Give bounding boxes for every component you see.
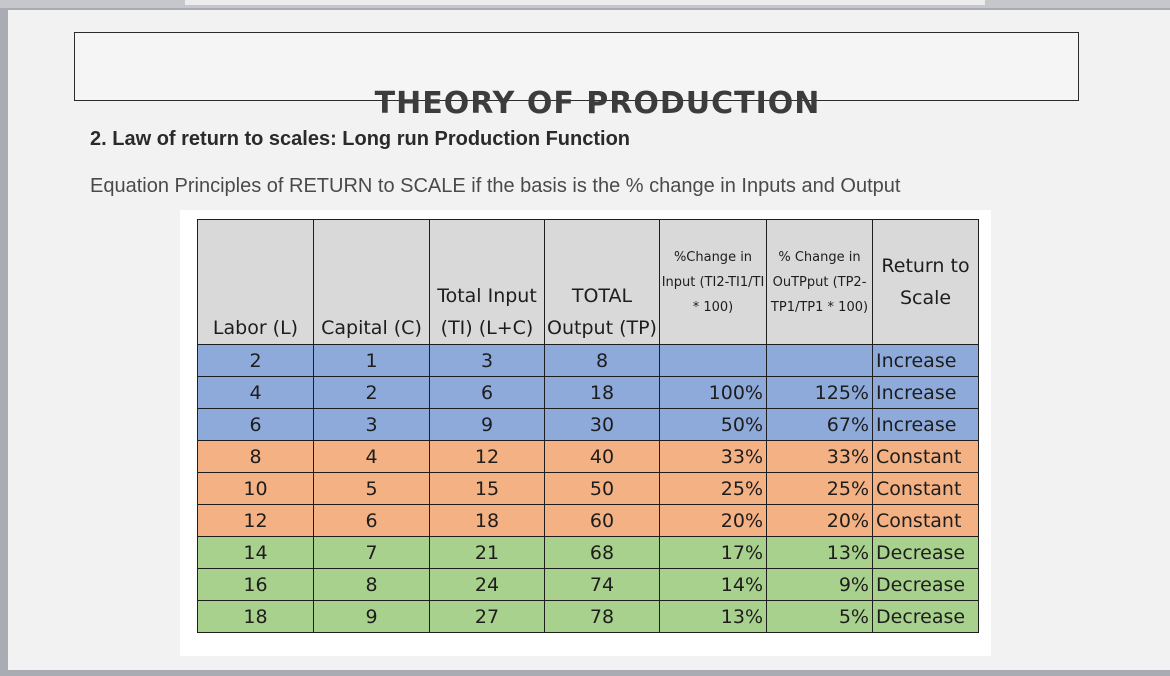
table-image: Labor (L) Capital (C) Total Input (TI) (… [180, 210, 991, 656]
cell-total-input: 21 [429, 536, 545, 569]
cell-pct-change-output: 125% [766, 376, 873, 409]
cell-total-input: 6 [429, 376, 545, 409]
header-pct-change-input: %Change in Input (TI2-TI1/TI * 100) [659, 219, 767, 345]
cell-pct-change-output: 9% [766, 568, 873, 601]
cell-total-output: 30 [544, 408, 660, 441]
cell-labor: 10 [197, 472, 314, 505]
cell-labor: 8 [197, 440, 314, 473]
cell-capital: 4 [313, 440, 430, 473]
page-title: THEORY OF PRODUCTION [374, 86, 821, 121]
cell-return-to-scale: Constant [872, 472, 979, 505]
table-row: 8 4 12 40 33% 33% Constant [197, 440, 979, 473]
section-subtitle: 2. Law of return to scales: Long run Pro… [90, 128, 631, 150]
header-pct-change-output: % Change in OuTPput (TP2-TP1/TP1 * 100) [766, 219, 873, 345]
table-row: 2 1 3 8 Increase [197, 344, 979, 377]
cell-pct-change-output: 33% [766, 440, 873, 473]
cell-pct-change-input: 14% [659, 568, 767, 601]
cell-total-input: 12 [429, 440, 545, 473]
cell-total-output: 40 [544, 440, 660, 473]
cell-return-to-scale: Decrease [872, 600, 979, 633]
cell-total-output: 74 [544, 568, 660, 601]
cell-pct-change-output: 67% [766, 408, 873, 441]
cell-labor: 6 [197, 408, 314, 441]
cell-total-output: 18 [544, 376, 660, 409]
cell-pct-change-output [766, 344, 873, 377]
top-strip-inner [185, 0, 985, 5]
table-row: 4 2 6 18 100% 125% Increase [197, 376, 979, 409]
cell-total-output: 60 [544, 504, 660, 537]
table-body: 2 1 3 8 Increase 4 2 6 18 100% 125% Increase 6 3 9 30 50… [197, 344, 979, 633]
cell-pct-change-output: 20% [766, 504, 873, 537]
cell-capital: 3 [313, 408, 430, 441]
cell-pct-change-input: 17% [659, 536, 767, 569]
cell-total-output: 78 [544, 600, 660, 633]
cell-pct-change-output: 13% [766, 536, 873, 569]
cell-capital: 8 [313, 568, 430, 601]
title-box [74, 32, 1079, 101]
cell-capital: 9 [313, 600, 430, 633]
cell-pct-change-input: 20% [659, 504, 767, 537]
cell-capital: 7 [313, 536, 430, 569]
cell-pct-change-input: 100% [659, 376, 767, 409]
cell-total-input: 9 [429, 408, 545, 441]
table-row: 18 9 27 78 13% 5% Decrease [197, 600, 979, 633]
cell-pct-change-output: 5% [766, 600, 873, 633]
table-row: 10 5 15 50 25% 25% Constant [197, 472, 979, 505]
cell-pct-change-input: 50% [659, 408, 767, 441]
table-row: 16 8 24 74 14% 9% Decrease [197, 568, 979, 601]
cell-total-input: 15 [429, 472, 545, 505]
cell-return-to-scale: Increase [872, 376, 979, 409]
cell-total-output: 8 [544, 344, 660, 377]
cell-return-to-scale: Decrease [872, 568, 979, 601]
header-capital: Capital (C) [313, 219, 430, 345]
cell-labor: 2 [197, 344, 314, 377]
cell-return-to-scale: Increase [872, 408, 979, 441]
cell-capital: 5 [313, 472, 430, 505]
cell-return-to-scale: Constant [872, 440, 979, 473]
cell-return-to-scale: Decrease [872, 536, 979, 569]
table-row: 12 6 18 60 20% 20% Constant [197, 504, 979, 537]
cell-pct-change-input: 13% [659, 600, 767, 633]
cell-capital: 6 [313, 504, 430, 537]
cell-pct-change-input: 25% [659, 472, 767, 505]
cell-total-input: 3 [429, 344, 545, 377]
table-row: 6 3 9 30 50% 67% Increase [197, 408, 979, 441]
cell-labor: 4 [197, 376, 314, 409]
cell-total-input: 18 [429, 504, 545, 537]
document-page: THEORY OF PRODUCTION 2. Law of return to… [8, 10, 1170, 670]
cell-capital: 2 [313, 376, 430, 409]
equation-text: Equation Principles of RETURN to SCALE i… [90, 175, 901, 197]
cell-pct-change-input: 33% [659, 440, 767, 473]
cell-total-input: 24 [429, 568, 545, 601]
cell-return-to-scale: Increase [872, 344, 979, 377]
cell-labor: 12 [197, 504, 314, 537]
table-row: 14 7 21 68 17% 13% Decrease [197, 536, 979, 569]
cell-total-input: 27 [429, 600, 545, 633]
cell-capital: 1 [313, 344, 430, 377]
header-labor: Labor (L) [197, 219, 314, 345]
cell-return-to-scale: Constant [872, 504, 979, 537]
header-total-input: Total Input (TI) (L+C) [429, 219, 545, 345]
cell-labor: 14 [197, 536, 314, 569]
header-total-output: TOTAL Output (TP) [544, 219, 660, 345]
cell-total-output: 68 [544, 536, 660, 569]
top-strip [0, 0, 1170, 8]
header-return-to-scale: Return to Scale [872, 219, 979, 345]
cell-labor: 18 [197, 600, 314, 633]
return-to-scale-table: Labor (L) Capital (C) Total Input (TI) (… [197, 219, 979, 633]
cell-labor: 16 [197, 568, 314, 601]
cell-pct-change-input [659, 344, 767, 377]
cell-total-output: 50 [544, 472, 660, 505]
table-header-row: Labor (L) Capital (C) Total Input (TI) (… [197, 219, 979, 345]
cell-pct-change-output: 25% [766, 472, 873, 505]
